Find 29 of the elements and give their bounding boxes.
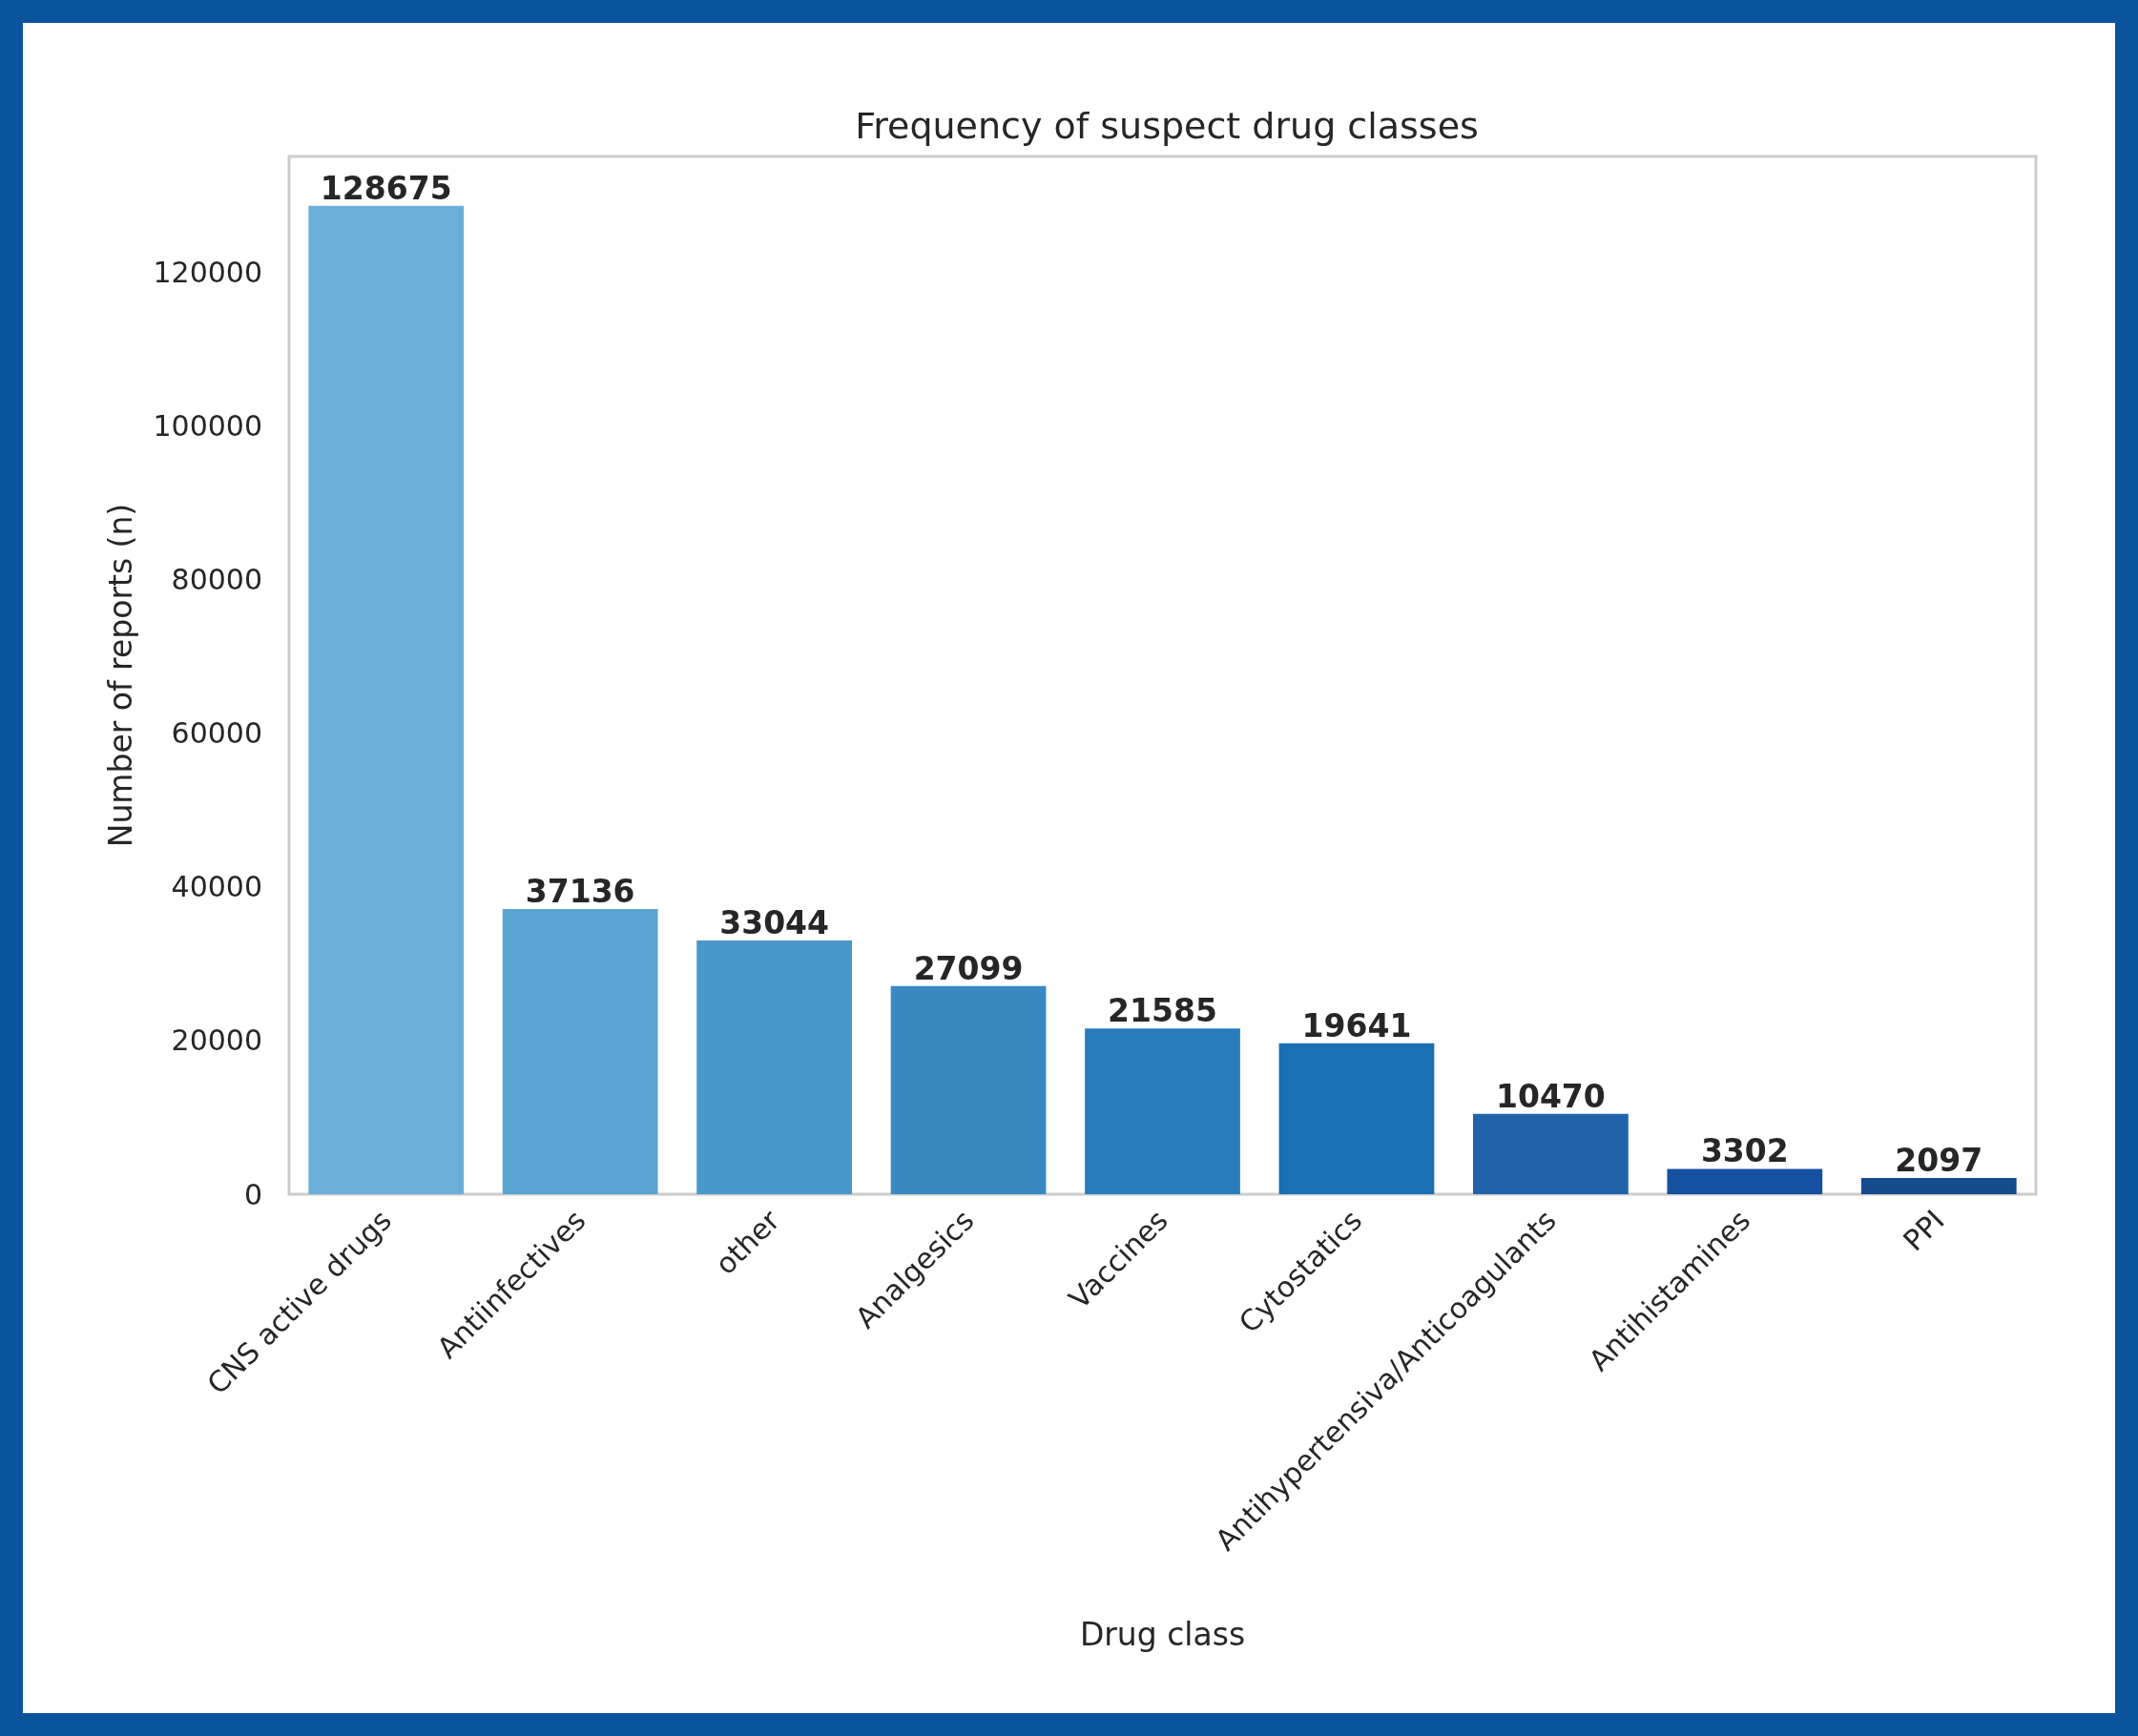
bar: [1473, 1113, 1629, 1194]
bar: [1860, 1178, 2017, 1194]
y-tick-label: 0: [243, 1177, 262, 1211]
data-label: 27099: [913, 949, 1024, 987]
y-tick-label: 120000: [153, 256, 262, 290]
data-label: 128675: [320, 169, 452, 207]
data-label: 37136: [525, 872, 635, 910]
y-tick-label: 20000: [171, 1023, 262, 1058]
bar: [502, 908, 658, 1194]
data-label: 3302: [1700, 1132, 1789, 1170]
bar: [696, 940, 852, 1194]
bar: [890, 985, 1047, 1194]
y-tick-label: 100000: [153, 409, 262, 444]
data-label: 10470: [1495, 1077, 1606, 1115]
bar: [1278, 1043, 1435, 1194]
y-tick-label: 60000: [171, 716, 262, 751]
y-axis-title: Number of reports (n): [102, 503, 139, 848]
data-label: 21585: [1108, 992, 1217, 1030]
data-label: 19641: [1301, 1006, 1412, 1044]
bar: [308, 205, 465, 1194]
y-tick-label: 40000: [171, 870, 262, 904]
x-tick-label: PPI: [1897, 1203, 1951, 1258]
data-label: 2097: [1895, 1142, 1983, 1180]
x-axis-title: Drug class: [1079, 1616, 1246, 1653]
bar: [1085, 1028, 1240, 1194]
data-label: 33044: [719, 903, 830, 941]
chart-title: Frequency of suspect drug classes: [855, 105, 1479, 147]
y-tick-label: 80000: [171, 563, 262, 597]
bar: [1667, 1168, 1823, 1194]
